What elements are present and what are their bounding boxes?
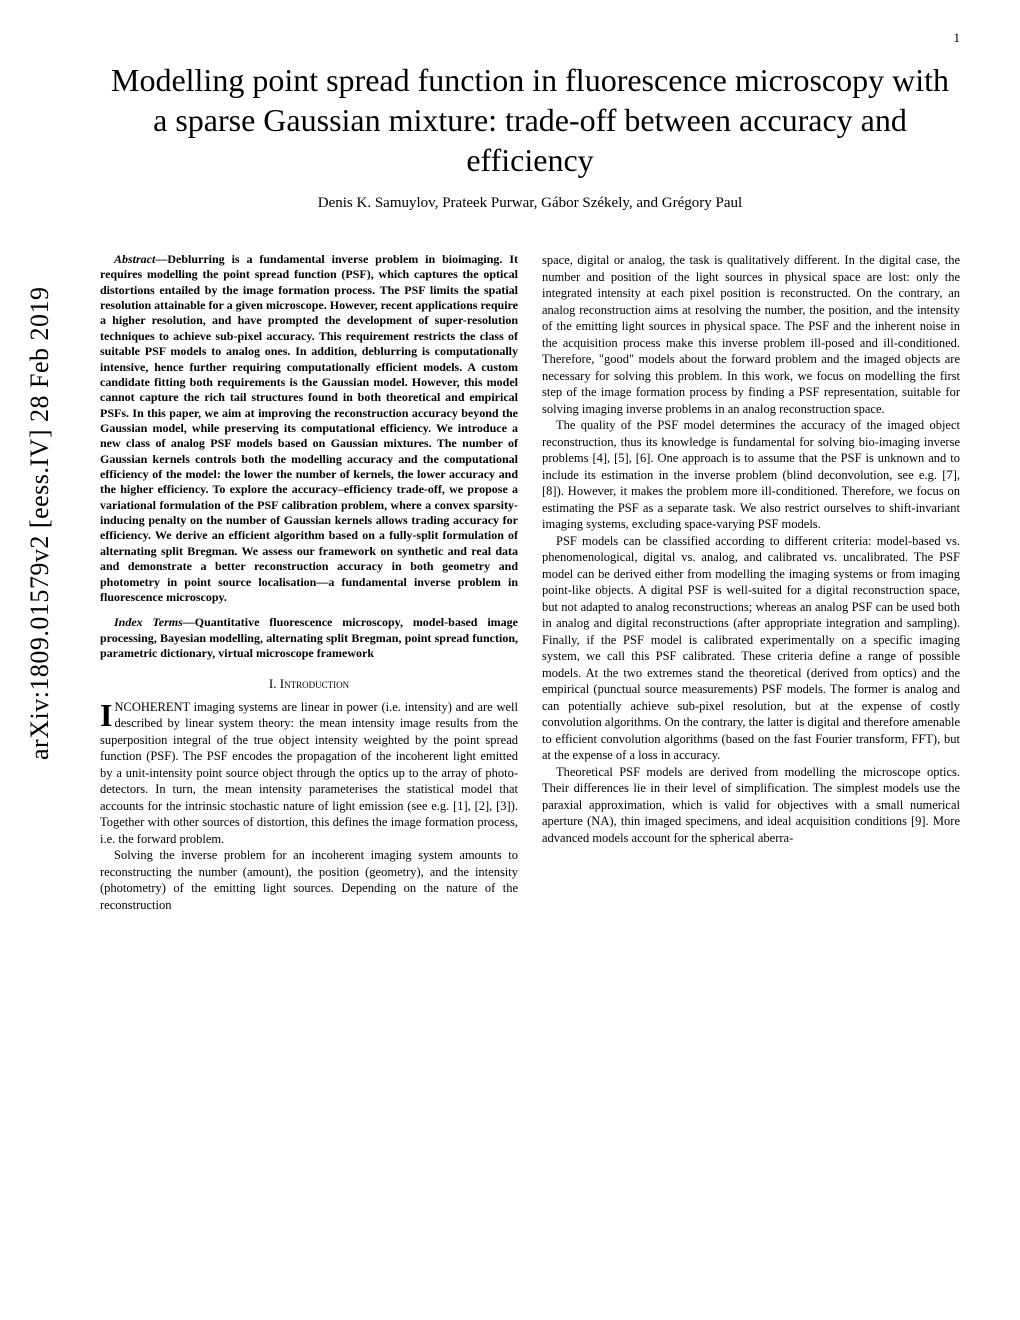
page-number: 1 bbox=[954, 30, 961, 46]
col2-paragraph-3: PSF models can be classified according t… bbox=[542, 533, 960, 764]
arxiv-watermark: arXiv:1809.01579v2 [eess.IV] 28 Feb 2019 bbox=[25, 287, 55, 761]
dropcap: I bbox=[100, 699, 114, 729]
section-number: I. bbox=[269, 676, 277, 691]
page: 1 arXiv:1809.01579v2 [eess.IV] 28 Feb 20… bbox=[0, 0, 1020, 953]
index-terms-label: Index Terms bbox=[114, 615, 183, 629]
right-column: space, digital or analog, the task is qu… bbox=[542, 252, 960, 913]
left-column: Abstract—Deblurring is a fundamental inv… bbox=[100, 252, 518, 913]
intro-p1-text: NCOHERENT imaging systems are linear in … bbox=[100, 700, 518, 846]
abstract-body: —Deblurring is a fundamental inverse pro… bbox=[100, 252, 518, 604]
col2-paragraph-2: The quality of the PSF model determines … bbox=[542, 417, 960, 533]
abstract: Abstract—Deblurring is a fundamental inv… bbox=[100, 252, 518, 605]
section-heading: I. Introduction bbox=[100, 675, 518, 692]
col2-paragraph-1: space, digital or analog, the task is qu… bbox=[542, 252, 960, 417]
section-title: Introduction bbox=[280, 676, 349, 691]
authors-line: Denis K. Samuylov, Prateek Purwar, Gábor… bbox=[100, 195, 960, 212]
intro-paragraph-1: INCOHERENT imaging systems are linear in… bbox=[100, 699, 518, 848]
abstract-label: Abstract bbox=[114, 252, 155, 266]
paper-title: Modelling point spread function in fluor… bbox=[100, 60, 960, 180]
intro-paragraph-2: Solving the inverse problem for an incoh… bbox=[100, 847, 518, 913]
col2-paragraph-4: Theoretical PSF models are derived from … bbox=[542, 764, 960, 847]
index-terms: Index Terms—Quantitative fluorescence mi… bbox=[100, 615, 518, 661]
two-column-layout: Abstract—Deblurring is a fundamental inv… bbox=[100, 252, 960, 913]
